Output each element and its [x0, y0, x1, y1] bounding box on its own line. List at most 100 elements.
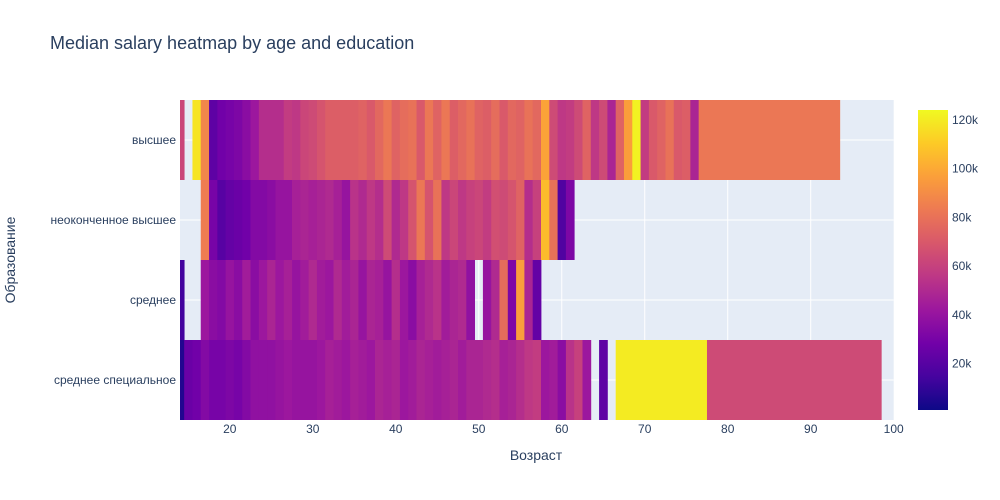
heatmap-cell — [180, 340, 185, 420]
heatmap-cell — [632, 100, 641, 180]
heatmap-cell — [250, 100, 260, 180]
heatmap-cell — [557, 340, 567, 420]
heatmap-cell — [258, 180, 268, 260]
heatmap-cell — [341, 260, 351, 340]
y-tick-label: среднее специальное — [54, 373, 176, 387]
heatmap-cell — [333, 260, 343, 340]
heatmap-cell — [466, 340, 476, 420]
heatmap-cell — [333, 100, 343, 180]
heatmap-cell — [399, 340, 409, 420]
heatmap-cell — [267, 100, 276, 180]
heatmap-cell — [316, 260, 326, 340]
heatmap-cell — [209, 340, 218, 420]
colorbar: 20k 40k 60k 80k 100k 120k — [918, 110, 979, 410]
heatmap-cell — [383, 100, 393, 180]
colorbar-tick-label: 40k — [952, 308, 972, 322]
x-tick-label: 90 — [804, 422, 818, 436]
colorbar-tick-label: 120k — [952, 113, 979, 127]
x-tick-label: 50 — [472, 422, 486, 436]
heatmap-cell — [308, 340, 318, 420]
heatmap-cell — [433, 100, 442, 180]
heatmap-cell — [325, 260, 334, 340]
heatmap-cell — [258, 260, 268, 340]
heatmap-cell — [192, 100, 202, 180]
heatmap-cell — [690, 100, 700, 180]
x-tick-label: 40 — [389, 422, 403, 436]
heatmap-cell — [441, 340, 451, 420]
heatmap-cell — [391, 100, 401, 180]
heatmap-cell — [565, 180, 575, 260]
x-tick-label: 70 — [638, 422, 652, 436]
heatmap-cells — [180, 100, 882, 420]
heatmap-cell — [225, 340, 235, 420]
heatmap-cell — [399, 260, 409, 340]
heatmap-cell — [300, 340, 310, 420]
heatmap-cell — [366, 180, 376, 260]
heatmap-cell — [433, 260, 442, 340]
heatmap-cell — [300, 100, 310, 180]
heatmap-cell — [424, 180, 434, 260]
heatmap-cell — [333, 340, 343, 420]
heatmap-cell — [557, 100, 567, 180]
colorbar-tick-label: 80k — [952, 210, 972, 224]
heatmap-cell — [441, 180, 451, 260]
x-axis-ticks: 20 30 40 50 60 70 80 90 100 — [223, 422, 904, 436]
y-tick-label: среднее — [130, 293, 176, 307]
x-tick-label: 60 — [555, 422, 569, 436]
heatmap-cell — [482, 180, 492, 260]
heatmap-cell — [325, 180, 334, 260]
heatmap-cell — [466, 260, 476, 340]
heatmap-cell — [325, 100, 334, 180]
heatmap-cell — [242, 180, 251, 260]
heatmap-cell — [366, 260, 376, 340]
heatmap-cell — [599, 100, 608, 180]
heatmap-cell — [383, 260, 393, 340]
heatmap-cell — [209, 260, 218, 340]
heatmap-cell — [441, 260, 451, 340]
heatmap-cell — [233, 260, 243, 340]
heatmap-cell — [350, 340, 359, 420]
x-tick-label: 20 — [223, 422, 237, 436]
heatmap-cell — [180, 100, 185, 180]
colorbar-gradient — [918, 110, 948, 410]
heatmap-cell — [499, 100, 509, 180]
heatmap-cell — [200, 180, 210, 260]
heatmap-cell — [532, 180, 542, 260]
heatmap-cell — [391, 340, 401, 420]
heatmap-cell — [574, 340, 583, 420]
heatmap-cell — [267, 180, 276, 260]
heatmap-cell — [200, 260, 210, 340]
heatmap-cell — [242, 260, 251, 340]
heatmap-cell — [308, 100, 318, 180]
heatmap-cell — [532, 260, 542, 340]
heatmap-cell — [458, 180, 467, 260]
heatmap-cell — [366, 340, 376, 420]
heatmap-cell — [275, 100, 285, 180]
heatmap-cell — [482, 340, 492, 420]
colorbar-tick-label: 100k — [952, 162, 979, 176]
heatmap-cell — [524, 260, 534, 340]
heatmap-cell — [275, 260, 285, 340]
heatmap-cell — [449, 340, 459, 420]
heatmap-cell — [424, 100, 434, 180]
y-axis-title: Образование — [2, 216, 18, 303]
heatmap-cell — [482, 100, 492, 180]
heatmap-cell — [416, 180, 426, 260]
heatmap-cell — [499, 260, 509, 340]
heatmap-cell — [474, 340, 484, 420]
heatmap-cell — [375, 260, 384, 340]
heatmap-cell — [466, 180, 476, 260]
heatmap-cell — [233, 340, 243, 420]
heatmap-cell — [275, 180, 285, 260]
heatmap-cell — [250, 180, 260, 260]
heatmap-cell — [258, 100, 268, 180]
heatmap-cell — [399, 100, 409, 180]
heatmap-cell — [233, 180, 243, 260]
heatmap-cell — [375, 100, 384, 180]
heatmap-cell — [225, 180, 235, 260]
colorbar-ticks: 20k 40k 60k 80k 100k 120k — [952, 113, 979, 371]
heatmap-cell — [209, 100, 218, 180]
heatmap-cell — [358, 340, 368, 420]
heatmap-cell — [565, 340, 575, 420]
